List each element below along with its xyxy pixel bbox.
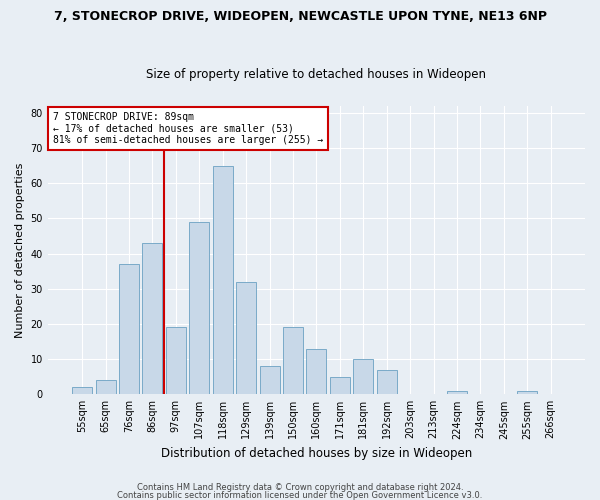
Bar <box>119 264 139 394</box>
Bar <box>517 391 537 394</box>
Bar <box>447 391 467 394</box>
Text: Contains public sector information licensed under the Open Government Licence v3: Contains public sector information licen… <box>118 490 482 500</box>
Y-axis label: Number of detached properties: Number of detached properties <box>15 162 25 338</box>
Bar <box>236 282 256 395</box>
Bar <box>166 328 186 394</box>
Bar <box>353 359 373 394</box>
Bar <box>283 328 303 394</box>
Text: 7, STONECROP DRIVE, WIDEOPEN, NEWCASTLE UPON TYNE, NE13 6NP: 7, STONECROP DRIVE, WIDEOPEN, NEWCASTLE … <box>53 10 547 23</box>
Bar <box>307 348 326 395</box>
Bar <box>190 222 209 394</box>
Bar <box>330 376 350 394</box>
X-axis label: Distribution of detached houses by size in Wideopen: Distribution of detached houses by size … <box>161 447 472 460</box>
Title: Size of property relative to detached houses in Wideopen: Size of property relative to detached ho… <box>146 68 487 81</box>
Bar <box>260 366 280 394</box>
Text: Contains HM Land Registry data © Crown copyright and database right 2024.: Contains HM Land Registry data © Crown c… <box>137 484 463 492</box>
Bar <box>213 166 233 394</box>
Bar <box>95 380 116 394</box>
Bar <box>72 388 92 394</box>
Bar <box>377 370 397 394</box>
Text: 7 STONECROP DRIVE: 89sqm
← 17% of detached houses are smaller (53)
81% of semi-d: 7 STONECROP DRIVE: 89sqm ← 17% of detach… <box>53 112 323 144</box>
Bar <box>142 243 163 394</box>
